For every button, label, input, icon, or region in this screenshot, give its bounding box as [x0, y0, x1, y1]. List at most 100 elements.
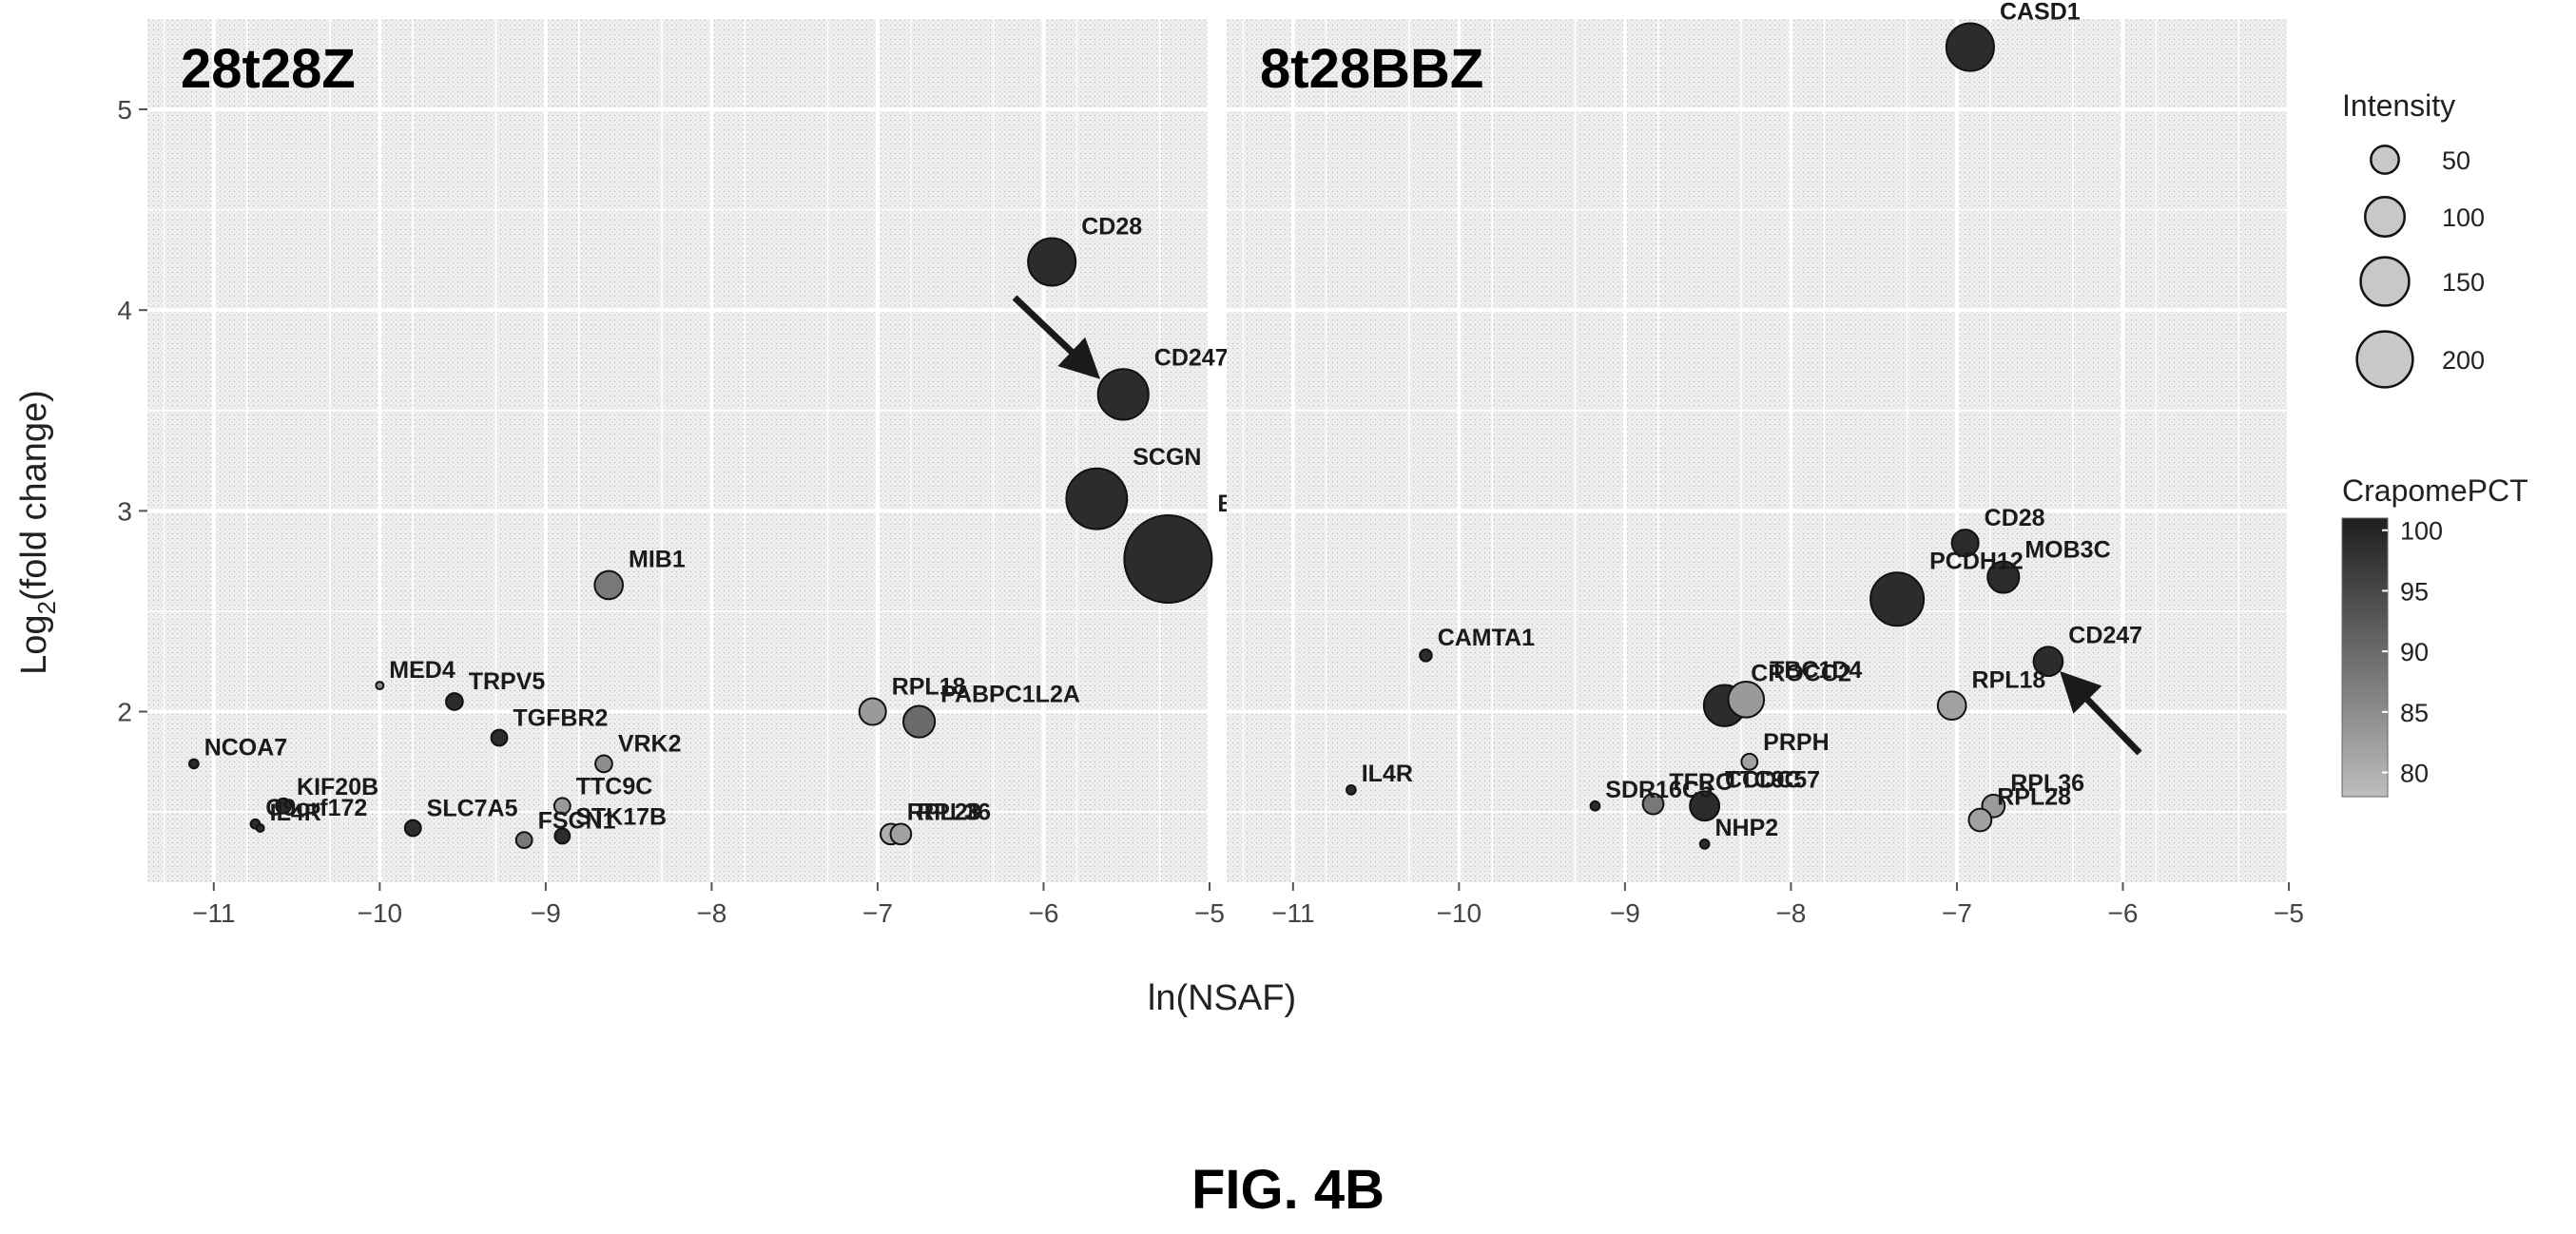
y-axis: 2 3 4 5: [117, 95, 147, 727]
point-label: RPL36: [2010, 770, 2084, 797]
point-label: TBC1D4: [1770, 657, 1862, 684]
size-legend-label: 100: [2442, 203, 2485, 232]
point-label: PCDH12: [1929, 548, 2024, 574]
scatter-point: [1027, 237, 1077, 287]
y-tick-label: 4: [117, 296, 132, 325]
scatter-point: [275, 797, 293, 815]
scatter-point: [1589, 800, 1601, 812]
scatter-point: [188, 758, 200, 770]
point-label: RPL28: [907, 799, 981, 825]
scatter-point: [2032, 646, 2064, 678]
size-legend: 50 100 150 200: [2355, 145, 2485, 389]
point-label: RPL18: [892, 674, 966, 701]
colorbar-tick-label: 100: [2400, 517, 2443, 546]
x-axes: −11 −10 −9 −8 −7 −6 −5 −11 −10 −9 −8 −7 −6 −5: [192, 882, 2304, 928]
scatter-point: [1698, 839, 1711, 850]
scatter-point: [1641, 792, 1665, 816]
point-label: FSCN1: [538, 807, 616, 834]
scatter-point: [1967, 807, 1993, 833]
scatter-point: [1727, 681, 1766, 719]
legend: Intensity 50 100 150 200 CrapomePCT 100 95 90…: [2341, 88, 2528, 798]
scatter-point: [1065, 467, 1129, 530]
scatter-point: [1689, 790, 1720, 822]
size-legend-circle: [2370, 145, 2400, 175]
scatter-point: [445, 692, 464, 711]
point-label: VRK2: [618, 731, 682, 758]
x-tick-label: −9: [531, 898, 561, 928]
scatter-point: [889, 822, 913, 846]
colorbar-tick-label: 95: [2400, 577, 2429, 606]
scatter-point: [1986, 560, 2021, 594]
point-label: CROCC2: [1751, 660, 1851, 686]
x-tick-label: −7: [1942, 898, 1972, 928]
scatter-point: [552, 797, 571, 816]
scatter-point: [1945, 22, 1995, 72]
colorbar-tick-label: 85: [2400, 699, 2429, 727]
point-label: MOB3C: [2024, 536, 2110, 563]
legend-color-title: CrapomePCT: [2342, 473, 2528, 508]
panel-background: [147, 19, 1210, 882]
size-legend-circle: [2359, 256, 2411, 307]
colorbar-ticks: 100 95 90 85 80: [2382, 517, 2443, 788]
y-tick-label: 3: [117, 496, 132, 526]
point-label: CD247: [1154, 344, 1229, 371]
scatter-point: [1740, 752, 1759, 771]
point-label: TTC9C: [576, 773, 653, 800]
point-label: KIF20B: [297, 774, 378, 800]
x-tick-label: −7: [862, 898, 893, 928]
point-label: PRPH: [1763, 729, 1829, 756]
scatter-point: [403, 819, 422, 838]
scatter-point: [594, 754, 613, 774]
x-tick-label: −6: [1029, 898, 1059, 928]
point-label: RPL36: [917, 799, 991, 825]
scatter-point: [514, 831, 533, 850]
x-axis-title: ln(NSAF): [1148, 978, 1296, 1018]
point-label: CD28: [1985, 505, 2045, 531]
x-tick-label: −11: [192, 898, 235, 928]
point-label: SLC7A5: [427, 796, 518, 822]
scatter-point: [553, 827, 571, 845]
point-label: C9orf172: [265, 795, 367, 821]
scatter-point: [858, 697, 887, 726]
x-tick-label: −11: [1271, 898, 1314, 928]
scatter-point: [593, 569, 625, 601]
point-label: IL4R: [270, 800, 321, 826]
scatter-point: [1936, 690, 1967, 721]
panel-28t28Z: CD28CD247SCGNBTNL3MIB1MED4TRPV5RPL18PABP…: [147, 19, 1294, 882]
point-label: MED4: [389, 657, 455, 684]
scatter-point: [1950, 529, 1980, 558]
colorbar-tick-label: 90: [2400, 638, 2429, 666]
x-tick-label: −5: [1194, 898, 1225, 928]
size-legend-label: 50: [2442, 146, 2470, 175]
annotation-arrow: [1012, 295, 1101, 379]
size-legend-label: 150: [2442, 268, 2485, 297]
point-label: CAMTA1: [1438, 625, 1535, 651]
x-tick-label: −9: [1610, 898, 1640, 928]
scatter-point: [1419, 648, 1433, 663]
panel-title: 28t28Z: [181, 38, 356, 100]
point-label: IL4R: [1362, 761, 1413, 787]
point-label: TRPV5: [469, 668, 546, 695]
panel-background: [1227, 19, 2289, 882]
colorbar: [2341, 517, 2389, 798]
scatter-point: [375, 681, 385, 691]
x-tick-label: −10: [358, 898, 403, 928]
x-tick-label: −10: [1437, 898, 1482, 928]
size-legend-circle: [2363, 195, 2407, 239]
figure-caption: FIG. 4B: [1191, 1159, 1385, 1221]
point-label: MIB1: [629, 547, 686, 573]
point-label: TGFBR2: [513, 705, 608, 732]
point-label: RPL18: [1972, 666, 2046, 693]
y-axis-title: Log2(fold change): [14, 390, 61, 675]
point-label: CD247: [2068, 622, 2142, 648]
point-label: NCOA7: [204, 735, 288, 762]
x-tick-label: −6: [2108, 898, 2139, 928]
point-label: PABPC1L2A: [940, 682, 1080, 708]
scatter-point: [1869, 571, 1926, 627]
legend-size-title: Intensity: [2342, 88, 2455, 123]
point-label: NHP2: [1714, 815, 1778, 841]
point-label: SDR16C5: [1605, 777, 1713, 803]
scatter-point: [1123, 514, 1213, 605]
scatter-point: [1096, 368, 1150, 421]
